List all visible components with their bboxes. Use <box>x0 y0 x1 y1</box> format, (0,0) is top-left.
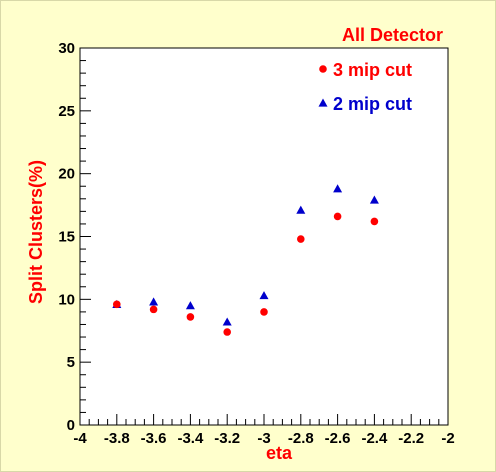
data-point <box>260 308 268 316</box>
y-tick-label: 15 <box>58 229 75 246</box>
y-axis: 0 5 10 15 20 25 30 <box>58 40 91 434</box>
x-tick-label: -3 <box>257 430 270 447</box>
legend-marker <box>319 65 327 73</box>
x-axis-title: eta <box>266 443 293 463</box>
x-tick-label: -2.8 <box>288 430 314 447</box>
y-tick-label: 0 <box>67 417 75 434</box>
data-point <box>222 317 232 326</box>
data-point <box>297 235 305 243</box>
y-tick-label: 10 <box>58 291 75 308</box>
x-tick-label: -4 <box>73 430 87 447</box>
x-axis: -4 -3.8 -3.6 -3.4 -3.2 -3 -2.8 -2.6 -2.4 -2.2 -2 <box>73 414 455 447</box>
legend-label: 2 mip cut <box>333 94 412 114</box>
data-point <box>149 297 159 306</box>
data-point <box>186 313 195 321</box>
plot-area <box>79 47 449 426</box>
x-tick-label: -2.6 <box>325 430 351 447</box>
y-tick-label: 20 <box>58 166 75 183</box>
x-tick-label: -2.2 <box>398 430 424 447</box>
y-tick-label: 5 <box>67 354 75 371</box>
x-tick-label: -3.6 <box>141 430 167 447</box>
series-3-mip-cut <box>113 212 379 336</box>
y-tick-label: 30 <box>58 40 75 57</box>
data-point <box>370 217 379 226</box>
legend-entry: 3 mip cut <box>319 60 412 80</box>
data-point <box>113 300 121 309</box>
data-point <box>369 195 379 204</box>
series-2-mip-cut <box>112 184 379 326</box>
y-axis-title: Split Clusters(%) <box>26 160 46 304</box>
legend-marker <box>318 98 328 107</box>
legend-entry: 2 mip cut <box>318 94 412 114</box>
data-point <box>185 301 195 310</box>
x-tick-label: -2.4 <box>361 430 388 447</box>
data-marks <box>112 184 379 336</box>
data-point <box>296 205 306 214</box>
data-point <box>149 305 158 314</box>
data-point <box>333 212 342 221</box>
data-point <box>223 328 231 336</box>
x-tick-label: -3.4 <box>177 430 204 447</box>
chart-title: All Detector <box>342 25 443 45</box>
x-tick-label: -3.8 <box>104 430 130 447</box>
data-point <box>333 184 343 193</box>
x-tick-label: -2 <box>441 430 454 447</box>
legend: 3 mip cut 2 mip cut <box>318 60 412 114</box>
legend-label: 3 mip cut <box>333 60 412 80</box>
y-tick-label: 25 <box>58 103 75 120</box>
x-tick-label: -3.2 <box>214 430 240 447</box>
data-point <box>259 291 269 300</box>
